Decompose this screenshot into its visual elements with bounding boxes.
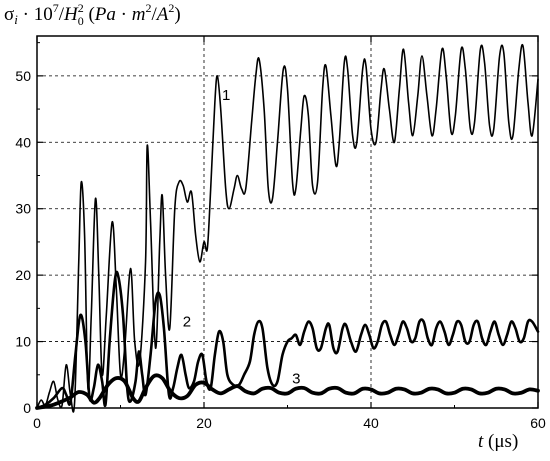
x-tick-label-20: 20 bbox=[196, 415, 212, 431]
x-tick-label-60: 60 bbox=[530, 415, 546, 431]
series-2-label: 2 bbox=[183, 313, 191, 330]
series-1-line bbox=[36, 43, 539, 413]
grid-lines bbox=[37, 36, 538, 408]
series-3-line bbox=[35, 373, 540, 410]
x-tick-label-0: 0 bbox=[33, 415, 41, 431]
y-axis-label: σi · 107/H02 (Pa · m2/A2) bbox=[4, 1, 181, 28]
series-1-label: 1 bbox=[222, 87, 230, 104]
svg-text:σi · 107/H02 (Pa · m2/A2): σi · 107/H02 (Pa · m2/A2) bbox=[4, 1, 181, 28]
y-tick-label-40: 40 bbox=[15, 134, 31, 150]
axis-ticks bbox=[36, 36, 539, 409]
svg-text:t (μs): t (μs) bbox=[478, 431, 518, 452]
x-tick-label-40: 40 bbox=[363, 415, 379, 431]
y-tick-label-30: 30 bbox=[15, 201, 31, 217]
y-tick-label-0: 0 bbox=[23, 400, 31, 416]
series-labels: 1 2 3 bbox=[183, 87, 301, 388]
x-axis-label: t (μs) bbox=[478, 431, 518, 452]
series-2-line bbox=[35, 270, 540, 410]
y-tick-label-50: 50 bbox=[15, 68, 31, 84]
y-tick-label-10: 10 bbox=[15, 334, 31, 350]
y-tick-label-20: 20 bbox=[15, 267, 31, 283]
series-3-label: 3 bbox=[292, 370, 300, 387]
tick-labels: 0 20 40 60 0 10 20 30 40 50 bbox=[15, 68, 546, 431]
series-lines bbox=[35, 43, 540, 413]
